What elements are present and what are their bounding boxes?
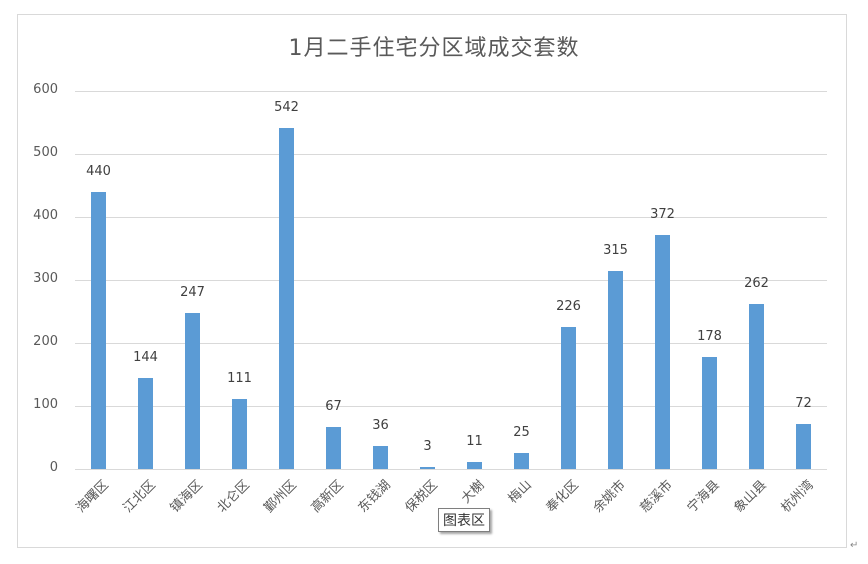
bar[interactable] bbox=[279, 127, 294, 469]
data-label: 144 bbox=[133, 350, 158, 366]
bar[interactable] bbox=[373, 446, 388, 469]
data-label: 542 bbox=[274, 99, 299, 115]
data-label: 226 bbox=[556, 298, 581, 314]
bar[interactable] bbox=[655, 234, 670, 469]
y-axis-tick-label: 400 bbox=[33, 208, 58, 223]
y-axis-tick-label: 300 bbox=[33, 271, 58, 286]
data-label: 111 bbox=[227, 371, 252, 387]
y-axis-tick-label: 100 bbox=[33, 397, 58, 412]
data-label: 67 bbox=[325, 398, 342, 414]
paragraph-mark-icon: ↵ bbox=[850, 540, 859, 551]
data-label: 11 bbox=[466, 434, 483, 450]
gridline bbox=[75, 406, 827, 407]
bar[interactable] bbox=[138, 378, 153, 469]
data-label: 262 bbox=[744, 275, 769, 291]
gridline bbox=[75, 91, 827, 92]
data-label: 178 bbox=[697, 328, 722, 344]
data-label: 247 bbox=[180, 285, 205, 301]
gridline bbox=[75, 154, 827, 155]
bar[interactable] bbox=[420, 467, 435, 469]
bar[interactable] bbox=[185, 313, 200, 469]
bar[interactable] bbox=[608, 270, 623, 469]
bar[interactable] bbox=[749, 303, 764, 469]
bar[interactable] bbox=[561, 326, 576, 469]
gridline bbox=[75, 343, 827, 344]
data-label: 72 bbox=[795, 395, 812, 411]
data-label: 3 bbox=[423, 439, 432, 455]
data-label: 25 bbox=[513, 425, 530, 441]
y-axis-tick-label: 500 bbox=[33, 145, 58, 160]
y-axis-tick-label: 200 bbox=[33, 334, 58, 349]
gridline bbox=[75, 217, 827, 218]
data-label: 36 bbox=[372, 418, 389, 434]
chart-area-tooltip: 图表区 bbox=[438, 508, 490, 532]
bar[interactable] bbox=[702, 356, 717, 469]
data-label: 440 bbox=[86, 163, 111, 179]
chart-title: 1月二手住宅分区域成交套数 bbox=[288, 36, 580, 61]
bar[interactable] bbox=[232, 399, 247, 469]
y-axis-tick-label: 600 bbox=[33, 82, 58, 97]
data-label: 372 bbox=[650, 206, 675, 222]
gridline bbox=[75, 280, 827, 281]
data-label: 315 bbox=[603, 242, 628, 258]
gridline bbox=[75, 469, 827, 470]
bar[interactable] bbox=[91, 191, 106, 469]
bar[interactable] bbox=[514, 453, 529, 469]
bar[interactable] bbox=[796, 423, 811, 469]
bar[interactable] bbox=[326, 426, 341, 469]
bar[interactable] bbox=[467, 462, 482, 469]
y-axis-tick-label: 0 bbox=[49, 460, 58, 475]
